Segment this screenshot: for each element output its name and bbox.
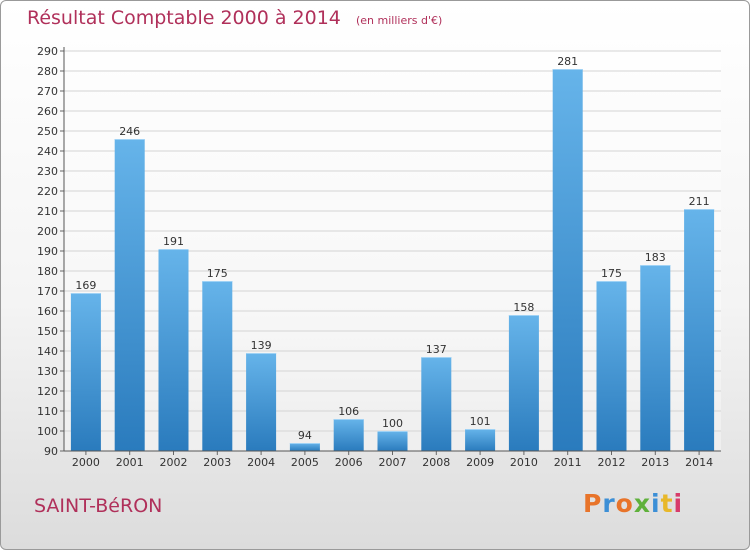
bar xyxy=(596,281,627,451)
y-tick-label: 100 xyxy=(37,425,58,438)
data-label: 100 xyxy=(382,417,403,430)
bar xyxy=(333,419,364,451)
logo-letter: P xyxy=(583,489,603,518)
y-tick-label: 110 xyxy=(37,405,58,418)
logo-letter: t xyxy=(660,489,674,518)
x-tick-label: 2007 xyxy=(379,456,407,469)
data-label: 158 xyxy=(513,301,534,314)
data-label: 101 xyxy=(470,415,491,428)
chart-title: Résultat Comptable 2000 à 2014 xyxy=(27,7,341,29)
x-tick-label: 2011 xyxy=(554,456,582,469)
proxiti-logo[interactable]: Proxiti xyxy=(583,489,683,518)
data-label: 169 xyxy=(75,279,96,292)
y-tick-label: 180 xyxy=(37,265,58,278)
logo-letter: i xyxy=(651,489,661,518)
data-label: 175 xyxy=(601,267,622,280)
data-label: 137 xyxy=(426,343,447,356)
y-axis-ticks: 90 100 110 120 130 140 150 160 170 180 190 200 210 22… xyxy=(37,45,64,458)
bar xyxy=(684,209,715,451)
chart-subtitle: (en milliers d'€) xyxy=(355,14,443,27)
y-tick-label: 170 xyxy=(37,285,58,298)
bar xyxy=(246,353,277,451)
y-tick-label: 160 xyxy=(37,305,58,318)
data-label: 246 xyxy=(119,125,140,138)
y-tick-label: 90 xyxy=(44,445,58,458)
bar xyxy=(377,431,408,451)
data-labels-group: 169 246 191 175 139 94 106 100 137 101 158 281 175 18… xyxy=(75,55,709,442)
x-tick-label: 2002 xyxy=(160,456,188,469)
y-tick-label: 120 xyxy=(37,385,58,398)
logo-letter: x xyxy=(633,489,651,518)
bar-chart: 169 246 191 175 139 94 106 100 137 101 158 281 175 18… xyxy=(37,45,721,469)
data-label: 191 xyxy=(163,235,184,248)
bar xyxy=(202,281,233,451)
data-label: 106 xyxy=(338,405,359,418)
data-label: 183 xyxy=(645,251,666,264)
bar xyxy=(70,293,101,451)
y-tick-label: 150 xyxy=(37,325,58,338)
x-tick-label: 2006 xyxy=(335,456,363,469)
x-tick-label: 2014 xyxy=(685,456,713,469)
y-tick-label: 250 xyxy=(37,125,58,138)
data-label: 175 xyxy=(207,267,228,280)
bars-group xyxy=(70,69,715,451)
y-tick-label: 260 xyxy=(37,105,58,118)
data-label: 139 xyxy=(251,339,272,352)
x-tick-label: 2008 xyxy=(422,456,450,469)
y-tick-label: 240 xyxy=(37,145,58,158)
x-tick-label: 2012 xyxy=(598,456,626,469)
y-tick-label: 210 xyxy=(37,205,58,218)
y-tick-label: 200 xyxy=(37,225,58,238)
x-tick-label: 2000 xyxy=(72,456,100,469)
x-tick-label: 2009 xyxy=(466,456,494,469)
y-tick-label: 280 xyxy=(37,65,58,78)
axes xyxy=(63,47,721,452)
y-tick-label: 270 xyxy=(37,85,58,98)
town-name: SAINT-BéRON xyxy=(34,495,163,517)
logo-letter: r xyxy=(602,489,616,518)
logo-letter: o xyxy=(615,489,634,518)
bar xyxy=(421,357,452,451)
x-tick-label: 2001 xyxy=(116,456,144,469)
y-tick-label: 130 xyxy=(37,365,58,378)
y-tick-label: 140 xyxy=(37,345,58,358)
bar xyxy=(289,443,320,451)
x-tick-label: 2010 xyxy=(510,456,538,469)
y-tick-label: 290 xyxy=(37,45,58,58)
bar xyxy=(552,69,583,451)
y-tick-label: 230 xyxy=(37,165,58,178)
data-label: 211 xyxy=(689,195,710,208)
y-tick-label: 190 xyxy=(37,245,58,258)
bar xyxy=(508,315,539,451)
bar xyxy=(114,139,145,451)
logo-letter: i xyxy=(673,489,684,518)
data-label: 281 xyxy=(557,55,578,68)
bar xyxy=(465,429,496,451)
x-axis-ticks: 2000 2001 2002 2003 2004 2005 2006 2007 2008 2009… xyxy=(72,451,713,469)
x-tick-label: 2005 xyxy=(291,456,319,469)
bar xyxy=(158,249,189,451)
title-row: Résultat Comptable 2000 à 2014 (en milli… xyxy=(27,7,442,29)
y-tick-label: 220 xyxy=(37,185,58,198)
bar xyxy=(640,265,671,451)
x-tick-label: 2004 xyxy=(247,456,275,469)
x-tick-label: 2003 xyxy=(203,456,231,469)
x-tick-label: 2013 xyxy=(641,456,669,469)
data-label: 94 xyxy=(298,429,312,442)
